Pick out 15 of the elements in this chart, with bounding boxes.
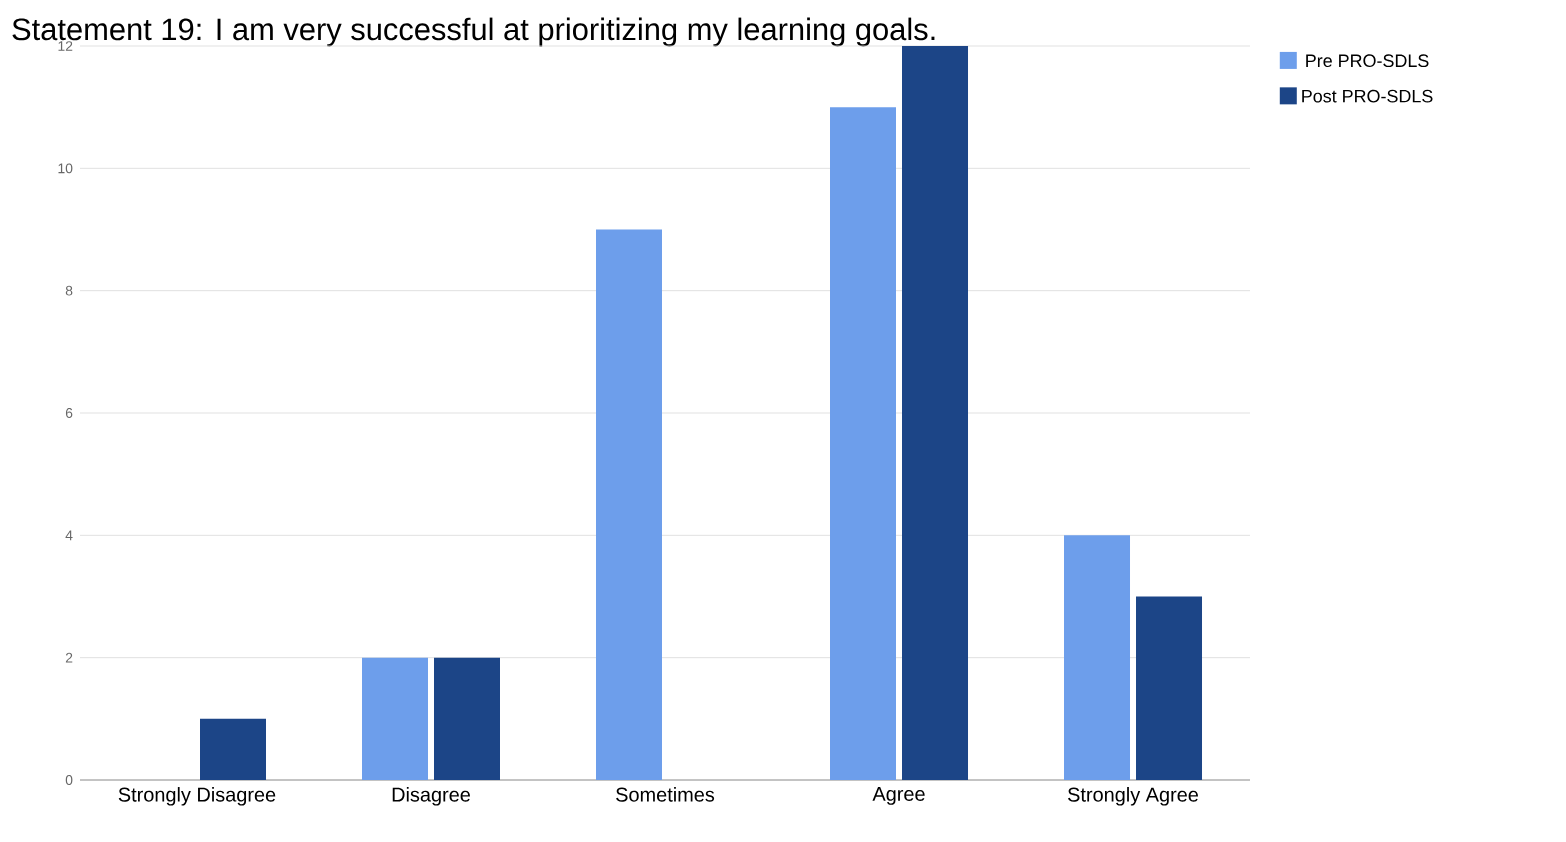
bar	[596, 229, 662, 780]
x-tick-label: Disagree	[392, 787, 470, 806]
bar	[362, 657, 428, 780]
bar	[830, 107, 896, 780]
bar	[902, 45, 969, 780]
x-tick-label: Strongly Disagree	[118, 787, 276, 806]
bar	[200, 718, 266, 780]
x-tick-label: Agree	[872, 787, 925, 805]
bar	[434, 657, 500, 780]
x-tick-label: Sometimes	[616, 787, 715, 802]
legend-label: Pre PRO-SDLS	[1306, 54, 1429, 68]
bar	[1064, 535, 1131, 780]
legend-label: Post PRO-SDLS	[1302, 89, 1433, 103]
x-tick-label: Strongly Agree	[1068, 787, 1198, 806]
bar	[1136, 596, 1203, 780]
